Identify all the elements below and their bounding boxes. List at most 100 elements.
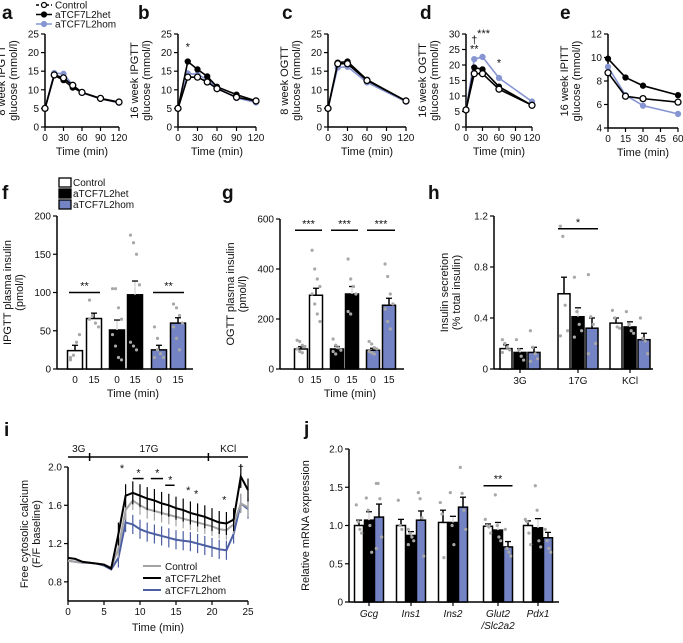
x-tick-label: 0	[298, 375, 304, 386]
bar	[344, 293, 360, 370]
data-dot	[300, 343, 304, 347]
x-category-label: 17G	[569, 376, 588, 387]
y-tick-label: 20	[161, 48, 173, 59]
data-dot	[528, 329, 533, 333]
x-axis-label: Time (min)	[56, 146, 108, 158]
x-category-label: Ins2	[444, 609, 463, 620]
data-dot	[575, 310, 579, 314]
data-dot	[533, 352, 537, 356]
data-dot	[334, 352, 338, 356]
data-dot	[500, 350, 504, 355]
data-dot	[152, 355, 157, 360]
legend-swatch-icon	[58, 188, 72, 199]
data-dot	[537, 539, 541, 543]
data-dot	[313, 267, 317, 271]
data-dot	[358, 527, 362, 531]
legend-marker-icon	[40, 1, 48, 9]
x-tick-label: 60	[211, 133, 223, 144]
series-line-atcf7l2hom	[327, 65, 407, 109]
legend-label: aTCF7L2hom	[73, 200, 134, 211]
significance-marker: *	[194, 489, 199, 501]
data-point	[495, 85, 503, 93]
x-tick-label: 25	[242, 607, 254, 618]
significance-marker: *	[186, 42, 191, 54]
data-dot	[336, 346, 340, 350]
condition-label: 3G	[72, 444, 86, 455]
bar	[482, 525, 494, 603]
panel-b: b 0 5 10 15 20 25 16 week IPGTT glucose (mmol/l)…	[129, 3, 265, 158]
x-tick-label: 15	[170, 607, 182, 618]
data-point	[184, 58, 191, 65]
data-dot	[71, 353, 76, 357]
condition-label: 17G	[140, 444, 159, 455]
x-tick-label: 30	[342, 133, 354, 144]
data-dot	[539, 545, 543, 549]
bar	[415, 519, 427, 603]
panel-label: a	[2, 3, 13, 24]
data-dot	[386, 274, 390, 279]
data-dot	[113, 287, 118, 291]
data-dot	[339, 348, 343, 352]
x-tick-label: 60	[76, 133, 88, 144]
data-dot	[503, 341, 507, 346]
significance-marker: ***	[375, 218, 389, 230]
data-dot	[310, 292, 314, 296]
legend-marker-icon	[40, 20, 48, 28]
bar	[437, 521, 449, 603]
data-point	[174, 104, 182, 113]
bar	[381, 304, 397, 370]
significance-marker: ***	[477, 28, 491, 40]
data-dot	[406, 527, 410, 531]
data-dot	[535, 508, 539, 512]
y-tick-label: 30	[449, 30, 461, 41]
data-dot	[418, 497, 422, 501]
data-point	[96, 94, 105, 103]
data-dot	[572, 335, 577, 339]
y-tick-label: 0	[33, 123, 39, 134]
data-dot	[360, 531, 364, 535]
y-tick-label: 0	[268, 365, 274, 376]
y-axis-label: Insulin secretion	[439, 253, 451, 333]
data-dot	[396, 498, 400, 502]
significance-marker: *	[120, 463, 125, 475]
panel-label: d	[420, 3, 432, 24]
data-dot	[442, 556, 446, 560]
data-dot	[638, 316, 643, 320]
data-dot	[368, 523, 372, 528]
y-tick-label: 20	[449, 61, 461, 72]
data-dot	[161, 355, 166, 360]
x-tick-label: 120	[398, 133, 415, 144]
data-point	[363, 76, 371, 85]
significance-marker: ***	[338, 218, 352, 230]
x-axis-label: Time (min)	[341, 146, 393, 158]
data-dot	[177, 313, 182, 318]
y-axis-label: glucose (mmol/l)	[571, 41, 583, 122]
data-point	[184, 73, 192, 81]
data-point	[674, 98, 682, 106]
bar	[447, 521, 459, 603]
data-dot	[549, 550, 553, 554]
y-tick-label: 5	[33, 104, 39, 115]
x-tick-label: 0	[370, 375, 376, 386]
data-dot	[499, 539, 503, 543]
x-tick-label: 15	[129, 375, 141, 386]
significance-marker: *	[497, 58, 502, 70]
x-tick-label: 0	[325, 133, 331, 144]
y-tick-label: 1.5	[329, 483, 343, 494]
bar	[126, 294, 144, 370]
data-dot	[388, 292, 392, 296]
condition-label: KCl	[220, 444, 236, 455]
x-tick-label: 120	[248, 133, 265, 144]
legend-swatch-icon	[58, 177, 72, 188]
bar	[395, 524, 407, 603]
x-tick-label: 0	[156, 375, 162, 386]
data-dot	[627, 322, 631, 326]
data-dot	[128, 233, 133, 237]
y-tick-label: 25	[311, 30, 323, 41]
data-dot	[318, 319, 322, 324]
data-point	[213, 85, 221, 93]
x-tick-label: 0	[334, 375, 340, 386]
